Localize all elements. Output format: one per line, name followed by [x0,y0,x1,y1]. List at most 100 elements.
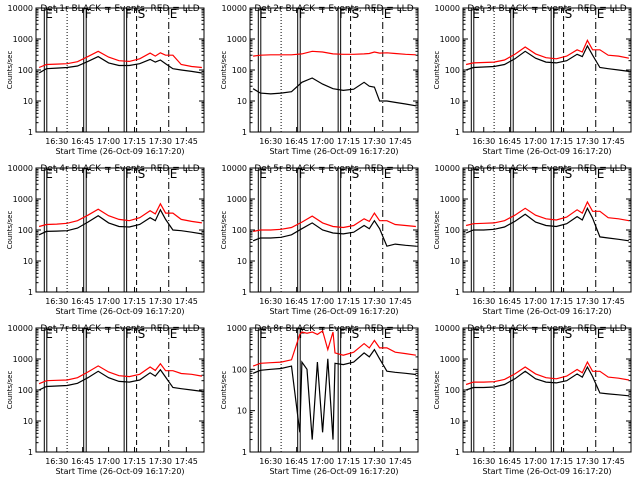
x-tick-label: 17:30 [149,137,172,146]
x-axis-label: Start Time (26-Oct-09 16:17:20) [269,147,398,156]
lld-series-line [252,211,416,232]
x-tick-label: 16:30 [45,297,68,306]
x-axis-label: Start Time (26-Oct-09 16:17:20) [269,467,398,476]
events-series-line [252,77,417,107]
y-axis-label: Counts/sec [220,211,228,250]
x-tick-label: 17:30 [576,457,599,466]
x-tick-label: 17:30 [363,297,386,306]
x-tick-label: 17:45 [175,457,198,466]
marker-label: S [352,327,360,341]
y-axis-label: Counts/sec [433,51,441,90]
y-tick-label: 10000 [435,4,460,13]
y-tick-label: 10 [23,97,33,106]
y-tick-label: 100 [232,365,247,374]
events-series-line [38,368,202,392]
x-axis-label: Start Time (26-Oct-09 16:17:20) [55,467,184,476]
marker-label: F [339,167,346,181]
lld-series-line [465,39,630,66]
y-tick-label: 10 [450,417,460,426]
chart-title: Det 1r BLACK = Events, RED = LLD [40,4,199,14]
marker-label: E [170,167,178,181]
y-axis-label: Counts/sec [6,51,14,90]
chart-title: Det 7r BLACK = Events, RED = LLD [40,324,199,334]
y-axis-label: Counts/sec [433,371,441,410]
marker-label: F [125,167,132,181]
marker-label: F [512,327,519,341]
marker-label: E [384,7,392,21]
y-tick-label: 1000 [13,355,33,364]
marker-label: F [552,327,559,341]
lld-series-line [465,360,630,386]
marker-label: F [85,327,92,341]
y-tick-label: 10 [23,257,33,266]
x-tick-label: 16:30 [45,457,68,466]
x-tick-label: 17:30 [576,297,599,306]
marker-label: F [512,7,519,21]
marker-label: E [597,327,605,341]
lld-series-line [253,50,416,57]
y-tick-label: 10000 [222,164,247,173]
x-tick-label: 17:15 [550,137,573,146]
x-tick-label: 16:30 [259,137,282,146]
x-tick-label: 17:00 [524,297,547,306]
marker-label: E [45,167,53,181]
marker-label: F [125,7,132,21]
events-series-line [465,44,629,72]
y-tick-label: 1 [242,288,247,297]
marker-label: E [170,7,178,21]
x-tick-label: 16:30 [472,137,495,146]
y-tick-label: 1 [28,128,33,137]
chart-title: Det 5r BLACK = Events, RED = LLD [254,164,413,174]
x-tick-label: 16:30 [472,457,495,466]
y-tick-label: 100 [18,66,33,75]
x-tick-label: 17:15 [337,297,360,306]
x-tick-label: 16:30 [45,137,68,146]
marker-label: F [299,167,306,181]
lld-series-line [38,50,202,69]
marker-label: S [352,7,360,21]
marker-label: S [565,327,573,341]
x-axis-label: Start Time (26-Oct-09 16:17:20) [269,307,398,316]
y-tick-label: 100 [18,226,33,235]
marker-label: S [138,327,146,341]
lld-series-line [38,202,202,228]
x-tick-label: 16:45 [498,137,521,146]
y-tick-label: 1 [28,288,33,297]
x-axis-label: Start Time (26-Oct-09 16:17:20) [55,307,184,316]
y-tick-label: 10 [450,257,460,266]
y-tick-label: 1000 [440,355,460,364]
events-series-line [465,365,629,397]
marker-label: F [85,7,92,21]
x-tick-label: 17:45 [175,297,198,306]
events-series-line [38,208,202,236]
x-tick-label: 17:45 [602,137,625,146]
x-tick-label: 17:00 [311,137,334,146]
marker-label: F [299,7,306,21]
marker-label: S [138,7,146,21]
x-tick-label: 17:45 [389,297,412,306]
marker-label: S [352,167,360,181]
x-tick-label: 17:15 [550,457,573,466]
y-axis-label: Counts/sec [220,51,228,90]
x-tick-label: 17:30 [576,137,599,146]
x-tick-label: 16:30 [259,297,282,306]
x-tick-label: 17:45 [602,297,625,306]
events-series-line [38,55,202,74]
chart-title: Det 2r BLACK = Events, RED = LLD [254,4,413,14]
events-series-line [465,206,629,242]
x-tick-label: 16:45 [71,297,94,306]
marker-label: E [259,327,267,341]
x-tick-label: 17:00 [97,137,120,146]
x-tick-label: 16:30 [259,457,282,466]
marker-label: E [472,327,480,341]
marker-label: F [339,327,346,341]
events-series-line [252,219,416,247]
x-tick-label: 17:00 [311,457,334,466]
chart-title: Det 8r BLACK = Events, RED = LLD [254,324,413,334]
x-tick-label: 16:45 [498,297,521,306]
y-tick-label: 1000 [227,195,247,204]
marker-label: E [259,167,267,181]
plot-frame [462,327,632,453]
